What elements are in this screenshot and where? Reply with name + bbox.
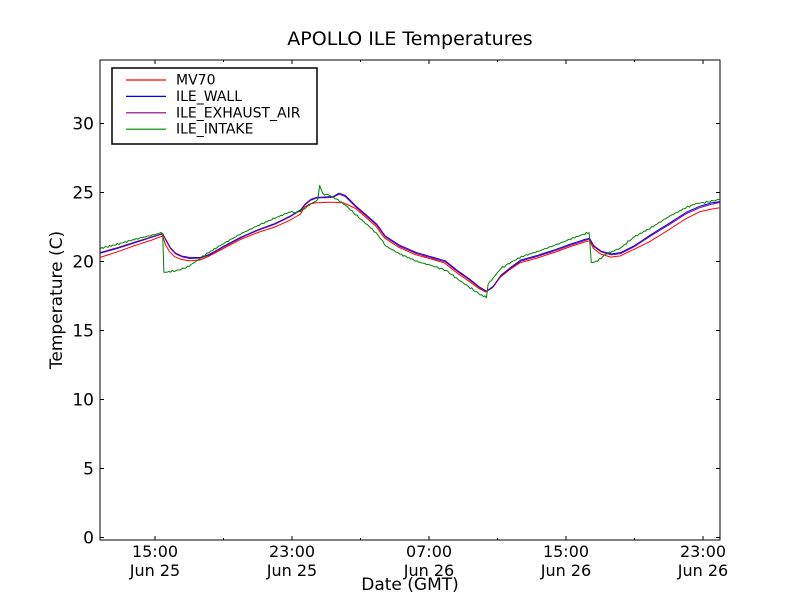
legend-box	[111, 67, 318, 145]
x-axis-label: Date (GMT)	[361, 575, 459, 595]
x-tick-label-date: Jun 26	[540, 561, 591, 580]
y-tick-label: 30	[72, 115, 94, 135]
y-tick-label: 25	[72, 184, 94, 204]
series-line-mv70	[100, 201, 720, 293]
x-tick-label-time: 23:00	[680, 542, 726, 561]
x-tick-label-time: 07:00	[406, 542, 452, 561]
y-axis-label: Temperature (C)	[47, 231, 67, 370]
legend-label-ile-exhaust-air: ILE_EXHAUST_AIR	[176, 105, 301, 121]
x-tick-label-date: Jun 26	[403, 561, 454, 580]
x-tick-label-time: 15:00	[543, 542, 589, 561]
x-tick-label-date: Jun 25	[266, 561, 317, 580]
y-tick-label: 10	[72, 391, 94, 411]
x-tick-label-date: Jun 25	[129, 561, 180, 580]
y-tick-label: 0	[83, 529, 94, 549]
x-tick-label-date: Jun 26	[677, 561, 728, 580]
chart-title: APOLLO ILE Temperatures	[287, 28, 532, 50]
legend-label-ile-intake: ILE_INTAKE	[176, 122, 253, 138]
y-tick-label: 5	[83, 460, 94, 480]
x-tick-label-time: 23:00	[269, 542, 315, 561]
y-tick-label: 15	[72, 322, 94, 342]
plot-frame	[99, 59, 721, 541]
x-tick-label-time: 15:00	[132, 542, 178, 561]
y-tick-label: 20	[72, 253, 94, 273]
legend-label-ile-wall: ILE_WALL	[176, 89, 242, 105]
legend-label-mv70: MV70	[176, 73, 215, 89]
series-line-ile-intake	[100, 185, 720, 299]
